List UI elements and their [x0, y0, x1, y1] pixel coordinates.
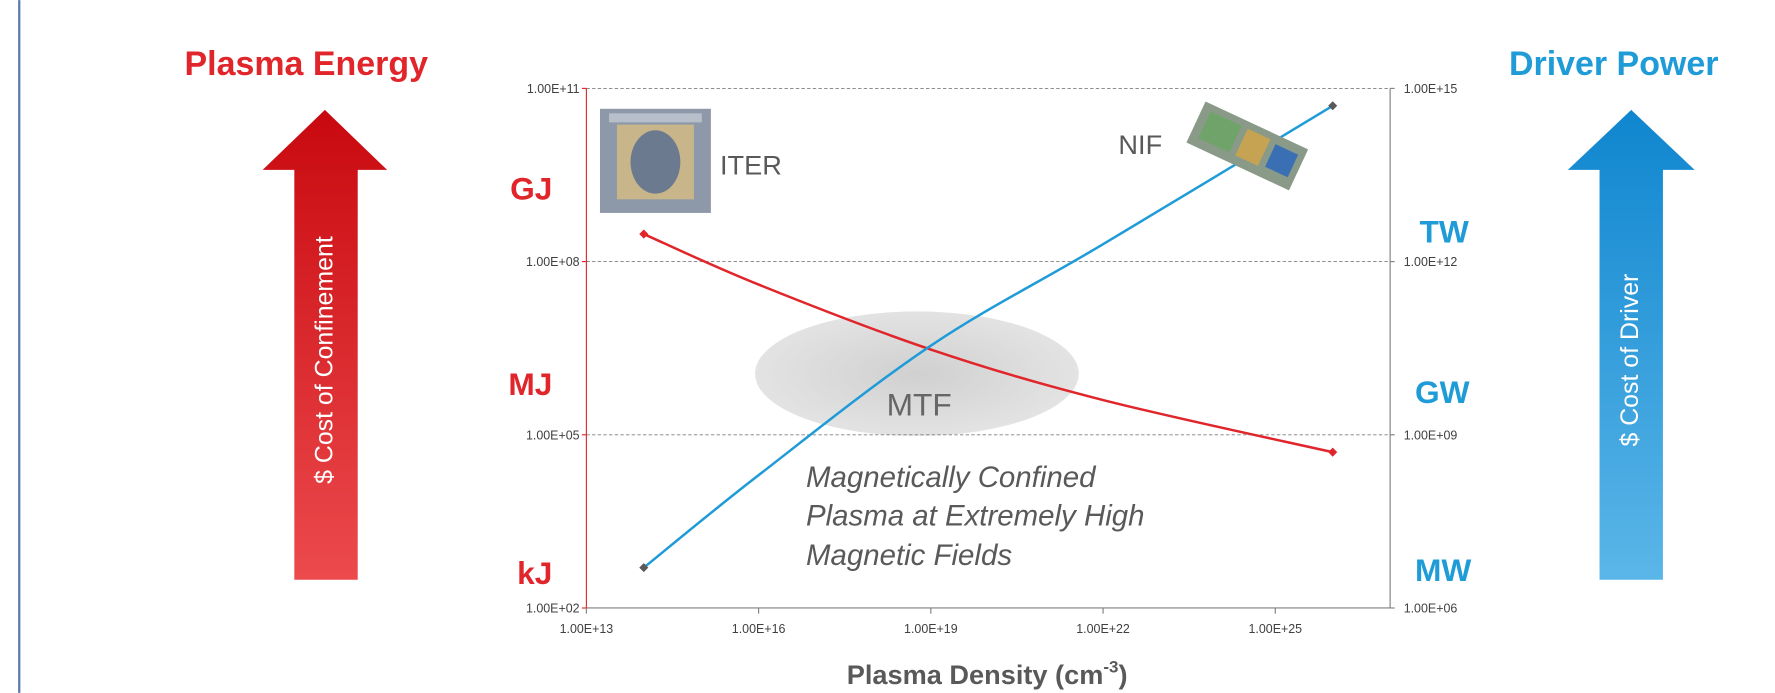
y-tick-label: 1.00E+08	[526, 255, 580, 269]
left-arrow-text: $ Cost of Confinement	[311, 236, 339, 484]
iter-label: ITER	[720, 149, 782, 180]
unit-label: GW	[1415, 374, 1470, 410]
unit-label: MW	[1415, 552, 1471, 588]
nif-label: NIF	[1118, 129, 1162, 160]
y-tick-label: 1.00E+02	[526, 602, 580, 616]
description-line: Plasma at Extremely High	[806, 499, 1144, 532]
y-tick-label: 1.00E+11	[527, 82, 580, 96]
left-title: Plasma Energy	[185, 45, 429, 83]
unit-label: MJ	[508, 366, 552, 402]
x-label-suffix: )	[1118, 659, 1127, 690]
y-tick-label: 1.00E+05	[526, 428, 580, 442]
x-tick-label: 1.00E+16	[732, 622, 786, 636]
mtf-label: MTF	[887, 387, 952, 423]
x-tick-label: 1.00E+25	[1248, 622, 1302, 636]
description-line: Magnetically Confined	[806, 461, 1097, 494]
y2-tick-label: 1.00E+06	[1404, 602, 1458, 616]
nif-image	[1186, 102, 1308, 191]
unit-label: TW	[1420, 213, 1469, 249]
description-line: Magnetic Fields	[806, 539, 1012, 572]
y2-tick-label: 1.00E+12	[1404, 255, 1458, 269]
iter-image	[600, 109, 711, 213]
unit-label: GJ	[510, 170, 552, 206]
right-title: Driver Power	[1509, 45, 1718, 83]
x-tick-label: 1.00E+13	[560, 622, 614, 636]
chart: Plasma Energy Driver Power $ Cost of Con…	[0, 0, 1775, 693]
page: {"chart_data": { "type": "line", "left_t…	[0, 0, 1775, 693]
x-axis-label: Plasma Density (cm-3)	[847, 658, 1128, 690]
y2-tick-label: 1.00E+15	[1404, 82, 1458, 96]
x-tick-label: 1.00E+19	[904, 622, 958, 636]
right-arrow-text: $ Cost of Driver	[1616, 274, 1644, 447]
x-label-superscript: -3	[1103, 658, 1118, 677]
x-label-text: Plasma Density (cm	[847, 659, 1104, 690]
unit-label: kJ	[517, 555, 552, 591]
series-marker	[1328, 448, 1337, 457]
y2-tick-label: 1.00E+09	[1404, 428, 1458, 442]
x-tick-label: 1.00E+22	[1076, 622, 1130, 636]
series-marker	[639, 230, 648, 239]
